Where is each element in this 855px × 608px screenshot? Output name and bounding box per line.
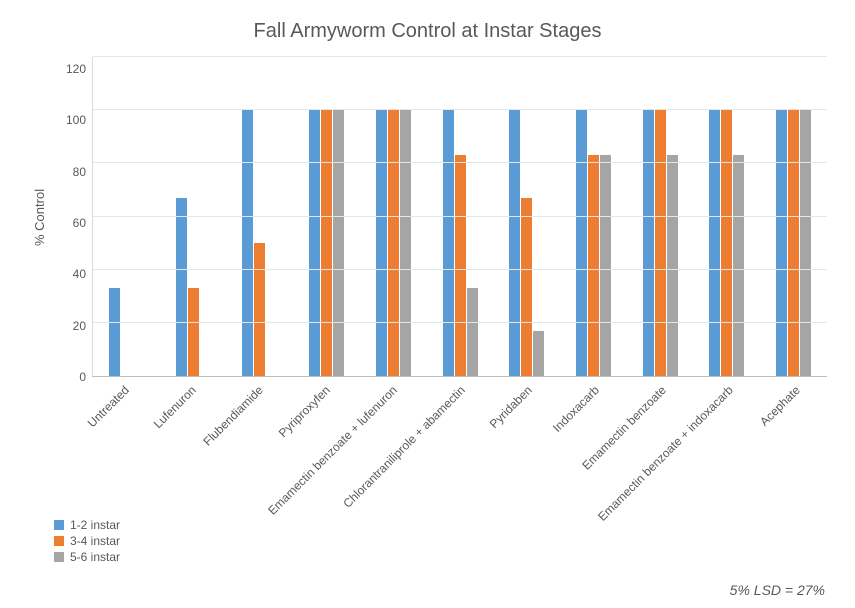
bar-group xyxy=(627,57,694,376)
bar xyxy=(467,288,478,376)
bar xyxy=(521,198,532,376)
bar xyxy=(309,110,320,376)
bar xyxy=(600,155,611,376)
x-tick-label: Untreated xyxy=(88,377,155,507)
bar-group xyxy=(427,57,494,376)
bar-group xyxy=(160,57,227,376)
gridline xyxy=(93,56,827,57)
gridline xyxy=(93,109,827,110)
y-tick: 80 xyxy=(73,166,86,178)
x-axis-labels: UntreatedLufenuronFlubendiamidePyriproxy… xyxy=(88,377,827,507)
bar xyxy=(776,110,787,376)
bar xyxy=(667,155,678,376)
bar xyxy=(509,110,520,376)
bar-group xyxy=(226,57,293,376)
y-axis-ticks: 120100806040200 xyxy=(52,57,92,377)
plot-row: % Control 120100806040200 xyxy=(28,57,827,377)
x-tick-label: Chlorantraniliprole + abamectin xyxy=(424,377,491,507)
bar xyxy=(321,110,332,376)
legend-label: 5-6 instar xyxy=(70,550,120,564)
x-tick-label: Emamectin benzoate + indoxacarb xyxy=(693,377,760,507)
bar xyxy=(333,110,344,376)
legend-swatch xyxy=(54,520,64,530)
y-tick: 60 xyxy=(73,217,86,229)
gridline xyxy=(93,322,827,323)
bar-group xyxy=(560,57,627,376)
bar-group xyxy=(760,57,827,376)
bar xyxy=(388,110,399,376)
y-tick: 100 xyxy=(66,114,86,126)
legend-item: 5-6 instar xyxy=(54,550,120,564)
bar-group xyxy=(360,57,427,376)
gridline xyxy=(93,162,827,163)
y-axis-label: % Control xyxy=(28,57,52,377)
bar xyxy=(109,288,120,376)
bar xyxy=(188,288,199,376)
bar xyxy=(533,331,544,376)
bar-groups xyxy=(93,57,827,376)
bar xyxy=(588,155,599,376)
x-tick-label: Pyridaben xyxy=(491,377,558,507)
y-tick: 120 xyxy=(66,63,86,75)
bar xyxy=(788,110,799,376)
chart-footnote: 5% LSD = 27% xyxy=(730,582,825,598)
chart-title: Fall Armyworm Control at Instar Stages xyxy=(28,20,827,43)
legend-label: 1-2 instar xyxy=(70,518,120,532)
bar xyxy=(376,110,387,376)
bar xyxy=(242,110,253,376)
legend-swatch xyxy=(54,552,64,562)
bar xyxy=(733,155,744,376)
bar-group xyxy=(493,57,560,376)
bar xyxy=(800,110,811,376)
legend: 1-2 instar 3-4 instar 5-6 instar xyxy=(54,516,120,566)
bar xyxy=(455,155,466,376)
x-tick-label: Flubendiamide xyxy=(222,377,289,507)
legend-label: 3-4 instar xyxy=(70,534,120,548)
bar xyxy=(254,243,265,376)
bar xyxy=(176,198,187,376)
bar-group xyxy=(293,57,360,376)
bar xyxy=(721,110,732,376)
gridline xyxy=(93,216,827,217)
bar-group xyxy=(93,57,160,376)
gridline xyxy=(93,269,827,270)
bar-group xyxy=(694,57,761,376)
x-tick-label: Acephate xyxy=(760,377,827,507)
bar xyxy=(443,110,454,376)
bar xyxy=(655,110,666,376)
legend-item: 3-4 instar xyxy=(54,534,120,548)
plot-area xyxy=(92,57,827,377)
legend-swatch xyxy=(54,536,64,546)
bar xyxy=(709,110,720,376)
y-tick: 20 xyxy=(73,320,86,332)
y-tick: 0 xyxy=(79,371,86,383)
legend-item: 1-2 instar xyxy=(54,518,120,532)
bar xyxy=(643,110,654,376)
chart-container: Fall Armyworm Control at Instar Stages %… xyxy=(0,0,855,608)
bar xyxy=(576,110,587,376)
y-tick: 40 xyxy=(73,268,86,280)
bar xyxy=(400,110,411,376)
